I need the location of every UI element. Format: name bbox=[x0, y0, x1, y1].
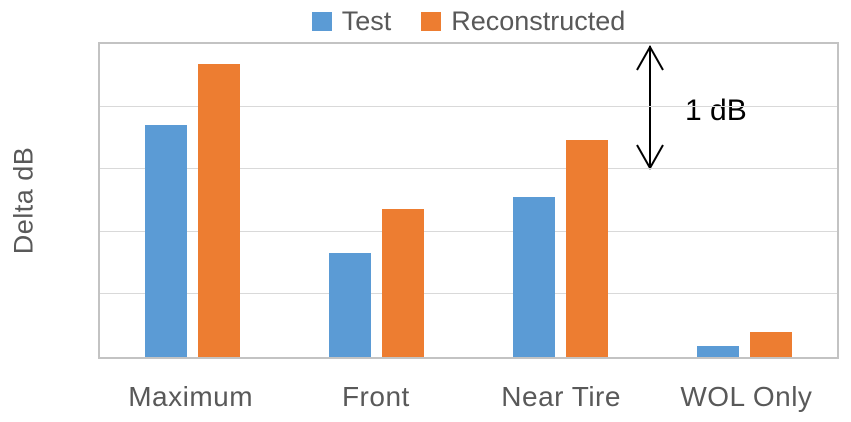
legend-item-test[interactable]: Test bbox=[311, 5, 392, 36]
bar-test-front[interactable] bbox=[328, 253, 371, 357]
bar-test-near-tire[interactable] bbox=[513, 196, 556, 357]
legend-label-reconstructed: Reconstructed bbox=[451, 5, 626, 36]
legend-label-test: Test bbox=[341, 5, 392, 36]
legend-swatch-test-icon bbox=[311, 11, 332, 31]
legend: Test Reconstructed bbox=[98, 4, 839, 38]
bar-test-wol-only[interactable] bbox=[697, 345, 740, 357]
legend-swatch-reconstructed-icon bbox=[421, 11, 442, 31]
x-axis-label-front: Front bbox=[341, 381, 410, 412]
bar-reconstructed-wol-only[interactable] bbox=[750, 331, 793, 357]
bar-reconstructed-front[interactable] bbox=[381, 209, 424, 357]
x-axis-labels: Maximum Front Near Tire WOL Only bbox=[98, 381, 839, 419]
gridline bbox=[100, 293, 837, 295]
one-db-annotation: 1 dB bbox=[685, 94, 747, 127]
y-axis-title: Delta dB bbox=[8, 146, 39, 255]
x-axis-label-near-tire: Near Tire bbox=[501, 381, 621, 412]
bar-reconstructed-maximum[interactable] bbox=[197, 64, 240, 357]
gridline bbox=[100, 230, 837, 232]
y-axis-title-wrap: Delta dB bbox=[0, 42, 48, 359]
one-db-arrow-icon bbox=[636, 44, 664, 171]
bar-test-maximum[interactable] bbox=[144, 125, 187, 357]
bar-reconstructed-near-tire[interactable] bbox=[566, 140, 609, 357]
legend-item-reconstructed[interactable]: Reconstructed bbox=[421, 5, 626, 36]
gridline bbox=[100, 168, 837, 170]
x-axis-label-wol-only: WOL Only bbox=[680, 381, 813, 412]
plot-area: 1 dB bbox=[98, 42, 839, 359]
gridline bbox=[100, 105, 837, 107]
x-axis-label-maximum: Maximum bbox=[128, 381, 254, 412]
